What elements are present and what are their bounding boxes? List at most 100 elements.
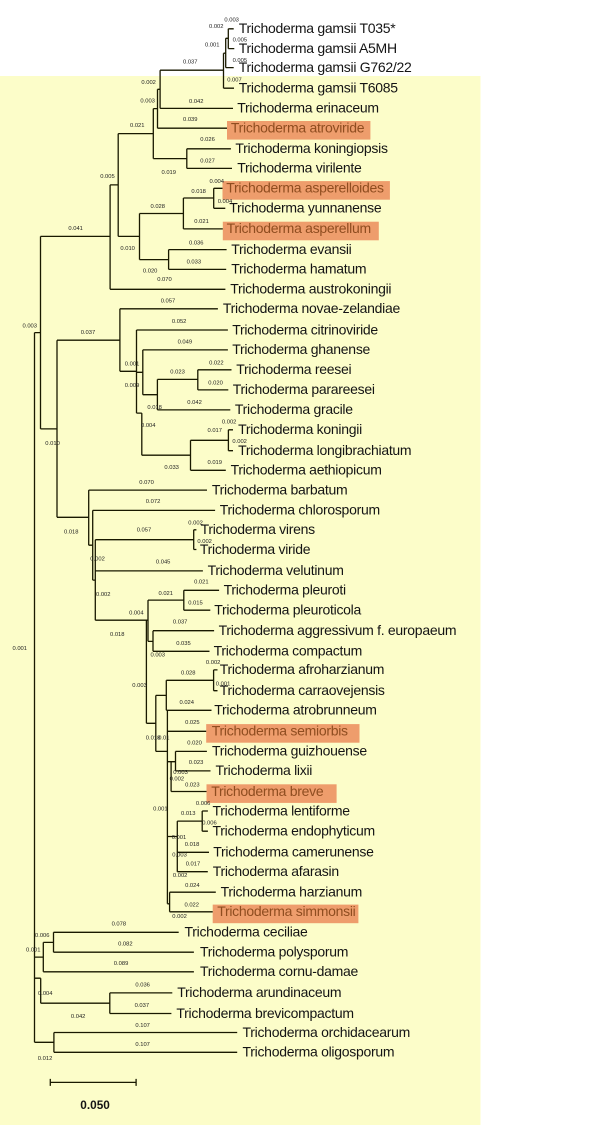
- svg-text:Trichoderma erinaceum: Trichoderma erinaceum: [237, 100, 378, 116]
- svg-text:0.003: 0.003: [23, 323, 38, 329]
- svg-text:0.025: 0.025: [185, 720, 200, 726]
- svg-text:0.012: 0.012: [38, 1056, 53, 1062]
- svg-text:Trichoderma hamatum: Trichoderma hamatum: [231, 261, 366, 277]
- svg-text:Trichoderma gamsii T035*: Trichoderma gamsii T035*: [239, 20, 397, 36]
- svg-text:0.006: 0.006: [196, 801, 211, 807]
- svg-text:0.002: 0.002: [96, 592, 111, 598]
- svg-text:0.013: 0.013: [181, 811, 196, 817]
- svg-text:Trichoderma orchidacearum: Trichoderma orchidacearum: [243, 1024, 411, 1040]
- svg-text:0.024: 0.024: [180, 700, 195, 706]
- svg-text:Trichoderma asperellum: Trichoderma asperellum: [227, 220, 371, 236]
- svg-text:0.041: 0.041: [68, 226, 83, 232]
- svg-text:0.004: 0.004: [141, 423, 156, 429]
- svg-text:0.042: 0.042: [189, 99, 204, 105]
- svg-text:Trichoderma atroviride: Trichoderma atroviride: [231, 120, 365, 136]
- svg-text:0.028: 0.028: [181, 670, 196, 676]
- svg-text:0.027: 0.027: [200, 159, 215, 165]
- svg-text:0.036: 0.036: [189, 241, 204, 247]
- svg-text:0.039: 0.039: [183, 117, 198, 123]
- svg-text:0.019: 0.019: [162, 170, 177, 176]
- svg-text:0.037: 0.037: [183, 60, 198, 66]
- svg-text:0.005: 0.005: [233, 38, 248, 44]
- svg-text:0.018: 0.018: [147, 405, 162, 411]
- svg-text:0.057: 0.057: [137, 528, 152, 534]
- svg-text:Trichoderma ghanense: Trichoderma ghanense: [232, 341, 370, 357]
- svg-text:0.002: 0.002: [222, 419, 237, 425]
- svg-text:Trichoderma pleuroti: Trichoderma pleuroti: [224, 582, 346, 598]
- svg-text:0.072: 0.072: [146, 499, 161, 505]
- svg-text:0.057: 0.057: [161, 298, 176, 304]
- svg-text:0.107: 0.107: [135, 1042, 150, 1048]
- svg-text:Trichoderma semiorbis: Trichoderma semiorbis: [212, 723, 348, 739]
- svg-text:Trichoderma guizhouense: Trichoderma guizhouense: [212, 743, 367, 759]
- svg-text:Trichoderma austrokoningii: Trichoderma austrokoningii: [230, 281, 391, 297]
- svg-text:0.023: 0.023: [189, 760, 204, 766]
- svg-text:Trichoderma breve: Trichoderma breve: [211, 783, 324, 799]
- svg-text:0.033: 0.033: [164, 465, 179, 471]
- svg-text:Trichoderma simmonsii: Trichoderma simmonsii: [217, 903, 355, 919]
- svg-text:0.022: 0.022: [185, 903, 200, 909]
- svg-text:0.019: 0.019: [208, 460, 223, 466]
- svg-text:Trichoderma gamsii G762/22: Trichoderma gamsii G762/22: [239, 59, 412, 75]
- svg-text:0.002: 0.002: [90, 557, 105, 563]
- svg-text:Trichoderma oligosporum: Trichoderma oligosporum: [243, 1044, 395, 1060]
- svg-text:0.002: 0.002: [232, 439, 247, 445]
- svg-text:0.018: 0.018: [185, 842, 200, 848]
- svg-text:0.042: 0.042: [71, 1014, 86, 1020]
- svg-text:0.009: 0.009: [125, 383, 140, 389]
- svg-text:0.003: 0.003: [173, 770, 188, 776]
- svg-text:Trichoderma endophyticum: Trichoderma endophyticum: [213, 823, 375, 839]
- svg-text:Trichoderma aethiopicum: Trichoderma aethiopicum: [231, 462, 382, 478]
- svg-text:0.020: 0.020: [187, 740, 202, 746]
- svg-text:Trichoderma atrobrunneum: Trichoderma atrobrunneum: [214, 702, 376, 718]
- svg-text:0.049: 0.049: [178, 339, 193, 345]
- svg-text:0.026: 0.026: [200, 137, 215, 143]
- svg-text:0.005: 0.005: [233, 58, 248, 64]
- svg-text:Trichoderma virens: Trichoderma virens: [201, 521, 316, 537]
- svg-text:0.022: 0.022: [209, 360, 224, 366]
- svg-text:0.007: 0.007: [227, 78, 242, 84]
- svg-text:Trichoderma carraovejensis: Trichoderma carraovejensis: [220, 682, 385, 698]
- svg-text:0.107: 0.107: [135, 1023, 150, 1029]
- svg-text:0.004: 0.004: [218, 199, 233, 205]
- svg-text:Trichoderma citrinoviride: Trichoderma citrinoviride: [232, 321, 378, 337]
- svg-text:0.002: 0.002: [172, 914, 187, 920]
- svg-text:0.003: 0.003: [151, 653, 166, 659]
- svg-text:0.002: 0.002: [206, 660, 221, 666]
- svg-text:0.024: 0.024: [185, 883, 200, 889]
- svg-text:0.035: 0.035: [176, 641, 191, 647]
- svg-text:0.033: 0.033: [187, 260, 202, 266]
- svg-text:0.004: 0.004: [129, 611, 144, 617]
- svg-text:0.006: 0.006: [35, 933, 50, 939]
- svg-text:0.017: 0.017: [208, 428, 223, 434]
- svg-text:0.082: 0.082: [118, 942, 133, 948]
- svg-text:0.036: 0.036: [135, 983, 150, 989]
- svg-text:0.015: 0.015: [188, 600, 203, 606]
- svg-text:0.037: 0.037: [135, 1003, 150, 1009]
- svg-text:0.045: 0.045: [156, 560, 171, 566]
- svg-text:Trichoderma barbatum: Trichoderma barbatum: [212, 481, 348, 497]
- svg-text:0.002: 0.002: [173, 873, 188, 879]
- svg-text:0.078: 0.078: [112, 922, 127, 928]
- svg-text:0.002: 0.002: [209, 24, 224, 30]
- svg-text:Trichoderma evansii: Trichoderma evansii: [231, 241, 351, 257]
- svg-text:Trichoderma lixii: Trichoderma lixii: [216, 762, 313, 778]
- svg-text:0.010: 0.010: [45, 441, 60, 447]
- svg-text:0.001: 0.001: [153, 807, 168, 813]
- svg-text:0.003: 0.003: [132, 683, 147, 689]
- svg-text:0.021: 0.021: [130, 123, 145, 129]
- svg-text:Trichoderma longibrachiatum: Trichoderma longibrachiatum: [238, 442, 411, 458]
- svg-text:Trichoderma chlorosporum: Trichoderma chlorosporum: [220, 502, 380, 518]
- svg-text:0.006: 0.006: [202, 821, 217, 827]
- svg-text:0.002: 0.002: [188, 520, 203, 526]
- svg-text:0.037: 0.037: [81, 330, 96, 336]
- svg-text:Trichoderma brevicompactum: Trichoderma brevicompactum: [176, 1005, 353, 1021]
- svg-text:0.070: 0.070: [157, 277, 172, 283]
- svg-text:0.021: 0.021: [194, 219, 209, 225]
- svg-text:Trichoderma cornu-damae: Trichoderma cornu-damae: [200, 963, 358, 979]
- svg-text:0.005: 0.005: [100, 174, 115, 180]
- svg-text:0.042: 0.042: [187, 400, 202, 406]
- svg-text:0.020: 0.020: [208, 381, 223, 387]
- svg-text:0.052: 0.052: [172, 319, 187, 325]
- svg-text:0.018: 0.018: [64, 529, 79, 535]
